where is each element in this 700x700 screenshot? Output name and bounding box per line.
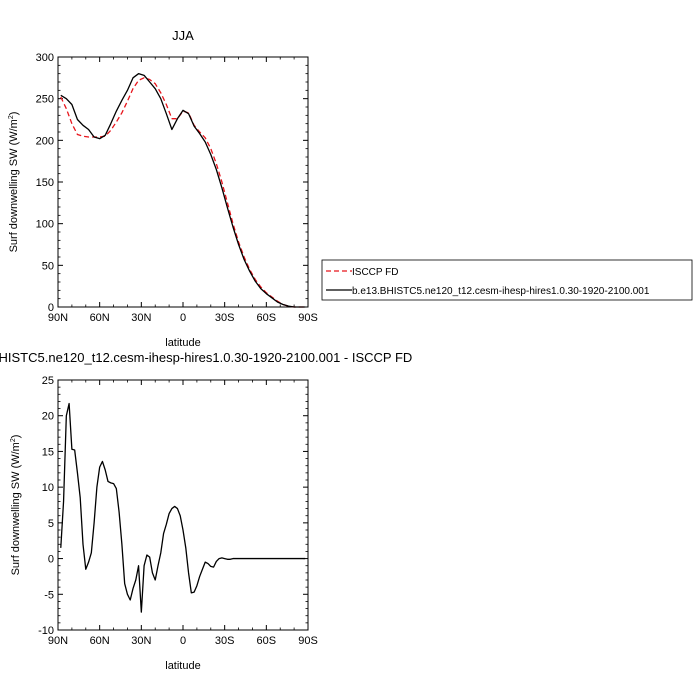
bottom-ytick-label: 25: [42, 375, 54, 387]
top-xtick-label: 30N: [131, 312, 151, 324]
bottom-xtick-label: 90N: [48, 635, 68, 647]
top-xtick-label: 0: [180, 312, 186, 324]
top-y-axis-title-end: ): [8, 112, 20, 116]
bottom-series-lines: [60, 402, 306, 613]
bottom-y-axis-title-sup: 2: [10, 438, 17, 442]
top-series-lines: [60, 73, 306, 308]
top-ytick-label: 200: [36, 135, 54, 147]
top-xtick-label: 60N: [90, 312, 110, 324]
top-x-axis: 90N 60N 30N 0 30S 60S 90S: [48, 57, 318, 324]
legend-label-model: b.e13.BHISTC5.ne120_t12.cesm-ihesp-hires…: [352, 286, 650, 297]
bottom-xtick-label: 60N: [90, 635, 110, 647]
bottom-ytick-label: 10: [42, 482, 54, 494]
top-y-axis-title-main: Surf downwelling SW (W/m: [8, 119, 20, 252]
bottom-y-axis-title-main: Surf downwelling SW (W/m: [10, 442, 22, 575]
top-xtick-label: 60S: [257, 312, 277, 324]
top-ytick-label: 100: [36, 219, 54, 231]
bottom-ytick-label: 15: [42, 446, 54, 458]
top-ytick-label: 0: [48, 302, 54, 314]
bottom-ytick-label: 0: [48, 554, 54, 566]
top-plot-frame: [57, 56, 309, 308]
top-ytick-label: 300: [36, 52, 54, 64]
top-xtick-label: 90S: [298, 312, 318, 324]
legend: ISCCP FD b.e13.BHISTC5.ne120_t12.cesm-ih…: [321, 259, 693, 301]
bottom-chart: b.e13.BHISTC5.ne120_t12.cesm-ihesp-hires…: [0, 350, 412, 672]
legend-label-isccp: ISCCP FD: [352, 267, 399, 278]
bottom-ytick-label: -5: [44, 589, 54, 601]
bottom-xtick-label: 60S: [257, 635, 277, 647]
top-x-axis-title: latitude: [165, 337, 200, 349]
top-y-axis-title-sup: 2: [8, 115, 15, 119]
top-xtick-label: 30S: [215, 312, 235, 324]
bottom-xtick-label: 90S: [298, 635, 318, 647]
top-series-line-0: [60, 77, 306, 308]
bottom-ytick-label: 20: [42, 411, 54, 423]
bottom-series-line-0: [60, 402, 306, 613]
bottom-chart-title: b.e13.BHISTC5.ne120_t12.cesm-ihesp-hires…: [0, 350, 412, 365]
bottom-xtick-label: 30N: [131, 635, 151, 647]
top-y-axis-title: Surf downwelling SW (W/m2): [8, 112, 20, 253]
top-ytick-label: 50: [42, 260, 54, 272]
top-y-axis: 0 50 100 150 200 250 300: [36, 52, 308, 314]
bottom-ytick-label: -10: [38, 625, 54, 637]
bottom-xtick-label: 0: [180, 635, 186, 647]
top-series-line-1: [60, 73, 306, 308]
bottom-y-axis-title-end: ): [10, 435, 22, 439]
top-ytick-label: 250: [36, 94, 54, 106]
top-xtick-label: 90N: [48, 312, 68, 324]
bottom-y-axis-title: Surf downwelling SW (W/m2): [10, 435, 22, 576]
bottom-ytick-label: 5: [48, 518, 54, 530]
top-chart-title: JJA: [172, 28, 194, 43]
bottom-xtick-label: 30S: [215, 635, 235, 647]
bottom-x-axis-title: latitude: [165, 660, 200, 672]
bottom-y-axis: -10 -5 0 5 10 15 20 25: [38, 375, 308, 637]
bottom-x-axis: 90N 60N 30N 0 30S 60S 90S: [48, 380, 318, 647]
top-ytick-label: 150: [36, 177, 54, 189]
legend-box: [321, 259, 693, 301]
